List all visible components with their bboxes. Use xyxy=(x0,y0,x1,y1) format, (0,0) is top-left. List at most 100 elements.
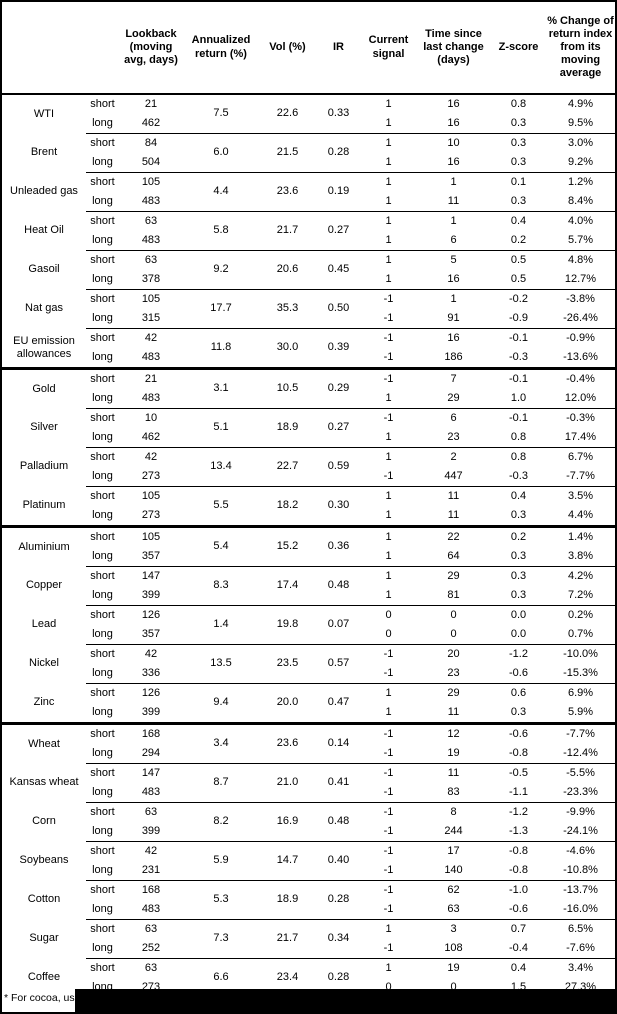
z-score-value: -0.6 xyxy=(509,727,528,740)
table-row: long 399 1 11 0.3 5.9% xyxy=(2,703,615,725)
z-score-value: 0.4 xyxy=(510,489,527,502)
pct-change-value: 1.4% xyxy=(567,530,594,543)
period-label: short xyxy=(90,766,115,779)
z-score-value: -1.3 xyxy=(491,822,546,842)
ir-value: 0.07 xyxy=(316,605,361,645)
pct-change-value: 1.2% xyxy=(567,175,594,188)
period-label: short xyxy=(90,489,115,502)
period-label: short xyxy=(90,253,115,266)
z-score-value: -0.1 xyxy=(509,372,528,385)
table-row: Cotton short 168 5.3 18.9 0.28 -1 62 -1.0 -13.7% xyxy=(2,880,615,920)
current-signal-value: -1 xyxy=(361,309,416,329)
commodity-name: Kansas wheat xyxy=(9,776,79,789)
period-label: long xyxy=(86,389,119,409)
lookback-value: 462 xyxy=(119,428,183,448)
ir-value: 0.36 xyxy=(316,526,361,567)
lookback-value: 483 xyxy=(119,389,183,409)
current-signal-value: -1 xyxy=(383,411,394,424)
current-signal-value: -1 xyxy=(383,766,394,779)
ir-value: 0.48 xyxy=(316,802,361,842)
current-signal-value: -1 xyxy=(361,861,416,881)
current-signal-value: 1 xyxy=(361,192,416,212)
table-row: Heat Oil short 63 5.8 21.7 0.27 1 1 0.4 4.0% xyxy=(2,211,615,251)
vol-value: 21.0 xyxy=(259,763,316,803)
pct-change-value: 6.9% xyxy=(567,686,594,699)
col-header-blank xyxy=(2,2,119,95)
time-since-change-value: 64 xyxy=(416,547,491,567)
current-signal-value: 1 xyxy=(385,136,392,149)
pct-change-value: -10.0% xyxy=(563,647,598,660)
pct-change-value: -7.7% xyxy=(566,727,595,740)
z-score-value: -0.3 xyxy=(491,348,546,370)
ir-value: 0.59 xyxy=(316,447,361,487)
current-signal-value: 0 xyxy=(361,625,416,645)
z-score-value: 0.3 xyxy=(491,153,546,173)
annualized-return-value: 5.8 xyxy=(183,211,259,251)
time-since-change-value: 19 xyxy=(447,961,460,974)
table-row: long 483 1 6 0.2 5.7% xyxy=(2,231,615,251)
table-row: Kansas wheat short 147 8.7 21.0 0.41 -1 11 -0.5-… xyxy=(2,763,615,803)
period-label: short xyxy=(90,569,115,582)
time-since-change-value: 11 xyxy=(416,506,491,528)
annualized-return-value: 4.4 xyxy=(183,172,259,212)
time-since-change-value: 10 xyxy=(447,136,460,149)
time-since-change-value: 16 xyxy=(447,331,460,344)
current-signal-value: 1 xyxy=(385,97,392,110)
vol-value: 20.6 xyxy=(259,250,316,290)
z-score-value: 0.8 xyxy=(510,450,527,463)
time-since-change-value: 11 xyxy=(416,192,491,212)
pct-change-value: -9.9% xyxy=(566,805,595,818)
z-score-value: 0.4 xyxy=(510,961,527,974)
lookback-value: 63 xyxy=(144,805,158,818)
annualized-return-value: 9.2 xyxy=(183,250,259,290)
vol-value: 20.0 xyxy=(259,683,316,725)
period-label: long xyxy=(86,586,119,606)
table-row: long 231 -1 140 -0.8 -10.8% xyxy=(2,861,615,881)
annualized-return-value: 13.5 xyxy=(183,644,259,684)
table-row: long 399 1 81 0.3 7.2% xyxy=(2,586,615,606)
time-since-change-value: 22 xyxy=(447,530,460,543)
period-label: short xyxy=(90,686,115,699)
lookback-value: 105 xyxy=(141,175,161,188)
col-header-z-score: Z-score xyxy=(491,2,546,95)
lookback-value: 63 xyxy=(144,961,158,974)
z-score-value: -1.2 xyxy=(509,805,528,818)
lookback-value: 273 xyxy=(119,467,183,487)
annualized-return-value: 3.4 xyxy=(183,723,259,764)
z-score-value: 0.5 xyxy=(491,270,546,290)
period-label: long xyxy=(86,348,119,370)
time-since-change-value: 1 xyxy=(450,214,457,227)
period-label: long xyxy=(86,428,119,448)
pct-change-value: 12.0% xyxy=(546,389,615,409)
table-row: long 483 -1 186 -0.3 -13.6% xyxy=(2,348,615,370)
current-signal-value: 1 xyxy=(361,231,416,251)
period-label: short xyxy=(90,411,115,424)
time-since-change-value: 29 xyxy=(416,389,491,409)
pct-change-value: 17.4% xyxy=(546,428,615,448)
table-row: Nickel short 42 13.5 23.5 0.57 -1 20 -1.2 -10.0% xyxy=(2,644,615,684)
pct-change-value: 9.5% xyxy=(546,114,615,134)
period-label: long xyxy=(86,703,119,725)
annualized-return-value: 17.7 xyxy=(183,289,259,329)
vol-value: 23.6 xyxy=(259,172,316,212)
pct-change-value: 0.7% xyxy=(546,625,615,645)
period-label: long xyxy=(86,192,119,212)
current-signal-value: -1 xyxy=(361,900,416,920)
table-row: long 357 0 0 0.0 0.7% xyxy=(2,625,615,645)
current-signal-value: 1 xyxy=(361,270,416,290)
current-signal-value: -1 xyxy=(361,822,416,842)
period-label: long xyxy=(86,664,119,684)
vol-value: 17.4 xyxy=(259,566,316,606)
commodity-name: Coffee xyxy=(27,971,61,984)
current-signal-value: 1 xyxy=(385,686,392,699)
pct-change-value: -24.1% xyxy=(546,822,615,842)
z-score-value: -0.9 xyxy=(491,309,546,329)
current-signal-value: 1 xyxy=(385,214,392,227)
lookback-value: 105 xyxy=(141,292,161,305)
z-score-value: 0.3 xyxy=(491,586,546,606)
time-since-change-value: 186 xyxy=(416,348,491,370)
period-label: short xyxy=(90,805,115,818)
footnote: * For cocoa, uses xyxy=(2,989,615,1012)
table-row: Aluminium short 105 5.4 15.2 0.36 1 22 0.2 1.4% xyxy=(2,526,615,567)
